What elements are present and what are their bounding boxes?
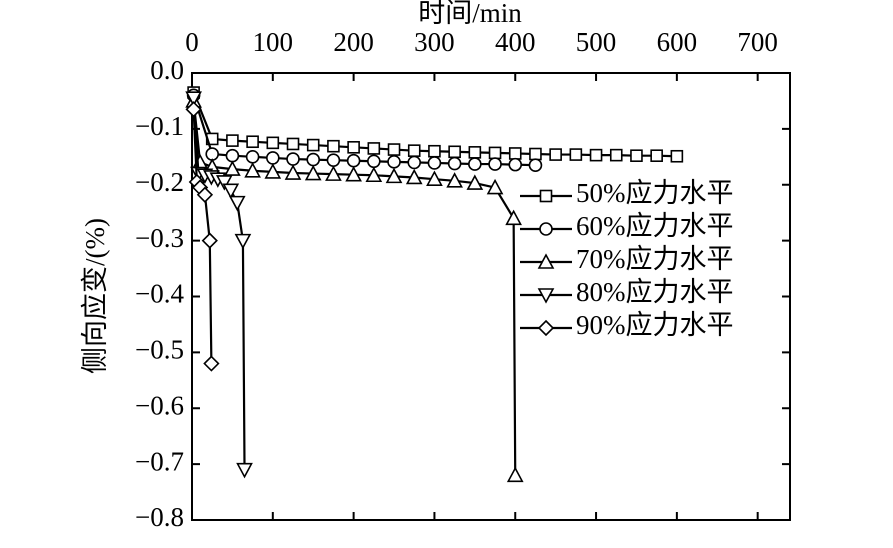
marker [387,155,401,169]
marker [266,136,280,150]
legend-marker [537,288,555,304]
marker [488,146,502,160]
x-tick-label: 600 [657,27,698,57]
y-tick-label: −0.6 [135,390,184,420]
marker [468,157,482,171]
marker [304,164,322,181]
marker [407,155,422,170]
marker [225,148,240,163]
marker [367,142,381,155]
y-tick-label: 0.0 [150,55,184,85]
marker [505,209,522,226]
legend-label: 50%应力水平 [576,178,734,208]
y-tick-label: −0.8 [135,502,184,532]
marker [508,157,523,172]
marker [306,152,321,167]
y-tick-label: −0.1 [135,111,184,141]
marker [486,178,504,195]
marker [589,148,603,162]
marker [185,91,202,107]
marker [286,152,300,166]
marker [226,134,239,147]
marker [347,141,360,154]
marker [244,162,261,178]
x-tick-label: 700 [737,27,778,57]
y-tick-label: −0.3 [135,223,184,253]
marker [506,466,524,483]
marker [405,168,423,185]
marker [407,144,421,157]
marker [367,154,381,169]
marker [488,157,502,171]
marker [569,148,583,161]
legend-marker [539,222,553,236]
legend-label: 70%应力水平 [576,244,734,274]
marker [427,156,442,170]
marker [529,147,542,161]
marker [215,175,233,191]
marker [466,174,484,190]
marker [326,153,341,167]
legend-marker [539,189,553,203]
marker [508,147,522,160]
marker [446,172,463,188]
marker [284,164,302,180]
marker [428,144,441,158]
marker [609,148,623,162]
x-tick-label: 500 [576,27,617,57]
marker [185,101,202,118]
marker [201,232,218,249]
marker [266,151,280,165]
marker [447,156,462,171]
marker [650,149,663,162]
marker [346,153,361,168]
y-axis-label: 侧向应变/(%) [80,218,110,374]
marker [630,149,643,162]
marker [222,183,240,200]
y-tick-label: −0.5 [135,335,184,365]
marker [549,148,562,161]
marker [245,150,260,164]
marker [228,195,246,212]
marker [426,170,443,186]
marker [264,163,282,179]
marker [203,355,220,372]
series-line [192,95,536,167]
legend-label: 90%应力水平 [576,310,734,340]
legend-label: 60%应力水平 [576,211,734,241]
y-tick-label: −0.7 [135,446,184,476]
marker [224,160,241,176]
x-axis-label: 时间/min [418,0,522,28]
legend-marker [537,319,555,337]
marker [448,145,461,159]
marker [670,149,684,163]
marker [246,135,259,149]
marker [387,143,401,156]
marker [327,139,340,153]
x-tick-label: 200 [333,27,374,57]
legend-marker [537,253,555,269]
marker [325,165,342,181]
marker [234,233,252,250]
marker [365,166,383,183]
x-tick-label: 300 [414,27,455,57]
y-tick-label: −0.2 [135,167,184,197]
x-tick-label: 0 [185,27,199,57]
legend-label: 80%应力水平 [576,277,734,307]
marker [286,137,300,151]
marker [306,138,320,152]
y-tick-label: −0.4 [135,279,184,309]
x-tick-label: 400 [495,27,536,57]
marker [528,158,543,172]
marker [385,167,403,184]
x-tick-label: 100 [253,27,294,57]
marker [468,146,482,159]
marker [345,166,362,182]
marker [196,186,214,203]
marker [236,462,253,479]
